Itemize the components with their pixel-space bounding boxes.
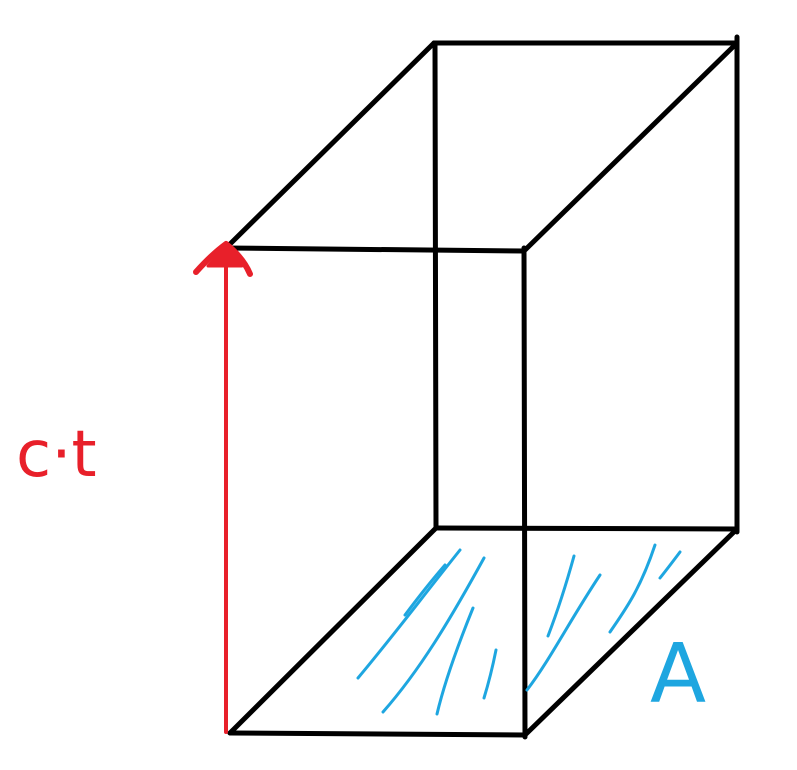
edge-top-right: [521, 40, 740, 254]
edge-front-right-vertical: [521, 245, 528, 740]
hatch-stroke: [403, 563, 447, 617]
hatch-stroke: [381, 556, 486, 714]
hatch-stroke: [435, 606, 475, 716]
height-arrow-head-fill: [206, 244, 244, 268]
area-label: A: [650, 627, 706, 722]
hatch-stroke: [356, 548, 462, 680]
edge-top-left: [223, 40, 437, 251]
hatch-stroke: [608, 543, 657, 634]
base-area-hatching: [356, 543, 682, 716]
height-arrow-head: [193, 241, 253, 277]
edge-back-left-vertical: [432, 40, 439, 531]
hatch-stroke: [658, 550, 682, 580]
hatch-stroke: [546, 554, 576, 638]
hatch-stroke: [482, 648, 498, 700]
edge-bottom-right: [522, 526, 740, 738]
edge-bottom-front: [227, 730, 528, 738]
hatch-stroke: [525, 573, 602, 692]
prism-edges: [223, 34, 740, 740]
height-label: c·t: [16, 418, 97, 492]
edge-bottom-left: [227, 525, 439, 736]
edge-bottom-back: [433, 525, 740, 532]
edge-top-front: [223, 245, 527, 254]
height-arrow: [193, 241, 253, 734]
